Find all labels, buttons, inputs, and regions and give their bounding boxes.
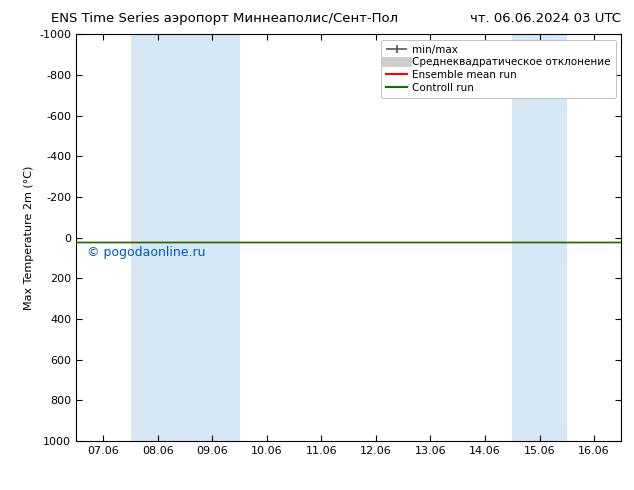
Text: ENS Time Series аэропорт Миннеаполис/Сент-Пол: ENS Time Series аэропорт Миннеаполис/Сен… [51, 12, 398, 25]
Text: чт. 06.06.2024 03 UTC: чт. 06.06.2024 03 UTC [470, 12, 621, 25]
Bar [512, 34, 567, 441]
Text: © pogodaonline.ru: © pogodaonline.ru [87, 246, 205, 259]
Bar [131, 34, 240, 441]
Legend: min/max, Среднеквадратическое отклонение, Ensemble mean run, Controll run: min/max, Среднеквадратическое отклонение… [381, 40, 616, 98]
Y-axis label: Max Temperature 2m (°C): Max Temperature 2m (°C) [23, 166, 34, 310]
